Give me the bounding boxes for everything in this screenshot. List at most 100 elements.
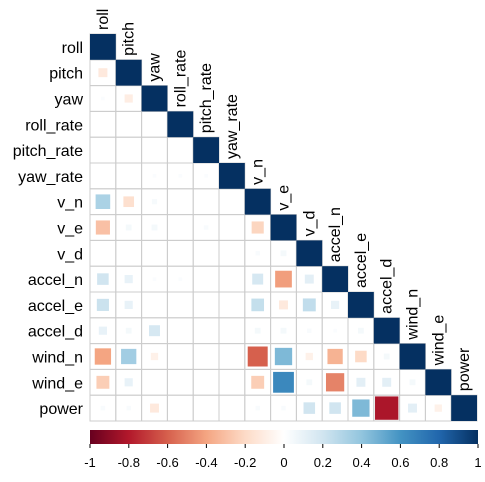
corr-square-wind_e-pitch — [124, 378, 133, 387]
corr-square-wind_e-accel_e — [356, 377, 366, 387]
corr-square-accel_d-accel_e — [358, 327, 364, 334]
column-label-accel_d: accel_d — [379, 259, 396, 314]
corr-square-wind_n-wind_n — [399, 343, 426, 370]
corr-square-power-roll_rate — [180, 407, 181, 409]
column-label-power: power — [456, 347, 473, 391]
row-label-power: power — [39, 401, 83, 418]
corr-square-power-yaw — [150, 403, 159, 413]
correlation-cells — [90, 34, 477, 421]
column-labels: roll pitch yaw roll_rate pitch_rate yaw_ratev… — [95, 9, 473, 392]
corr-square-wind_n-pitch — [121, 348, 137, 365]
colorbar-tick-label-6: 0.2 — [314, 455, 332, 470]
colorbar-tick-label-2: -0.6 — [156, 455, 178, 470]
corr-square-v_e-v_e — [270, 214, 297, 241]
corr-square-pitch_rate-yaw — [154, 149, 155, 151]
corr-square-v_n-pitch_rate — [205, 201, 207, 202]
corr-square-power-roll — [100, 405, 106, 411]
corr-square-v_e-yaw_rate — [231, 227, 233, 228]
corr-square-pitch_rate-pitch — [128, 149, 129, 151]
corr-square-wind_e-roll_rate — [180, 382, 181, 383]
corr-square-wind_e-wind_e — [425, 369, 452, 396]
corr-square-accel_d-yaw — [149, 325, 160, 337]
corr-square-accel_e-roll — [96, 298, 109, 311]
corr-square-wind_e-accel_d — [382, 377, 392, 387]
corr-square-wind_n-v_n — [247, 346, 268, 367]
corr-square-power-wind_n — [408, 403, 417, 413]
colorbar-tick-label-7: 0.4 — [353, 455, 371, 470]
corr-square-accel_e-roll_rate — [180, 304, 181, 306]
corr-square-power-accel_e — [352, 399, 370, 417]
corr-square-v_e-pitch — [125, 224, 132, 231]
row-label-v_n: v_n — [57, 195, 83, 212]
corr-square-accel_d-v_n — [254, 327, 261, 334]
corr-square-accel_e-yaw — [154, 304, 155, 306]
row-label-roll: roll — [62, 40, 83, 57]
corr-square-power-wind_e — [434, 404, 442, 412]
row-label-v_e: v_e — [57, 221, 83, 238]
corr-square-yaw_rate-roll_rate — [178, 174, 183, 178]
corr-square-wind_e-pitch_rate — [205, 382, 207, 383]
column-label-pitch: pitch — [121, 22, 138, 56]
corr-square-accel_d-pitch — [125, 327, 132, 334]
corr-square-roll_rate-roll — [102, 124, 104, 125]
corr-square-accel_d-accel_d — [373, 317, 400, 344]
corr-square-wind_n-pitch_rate — [205, 356, 207, 357]
corr-square-accel_e-pitch_rate — [205, 304, 207, 306]
row-label-v_d: v_d — [57, 246, 83, 263]
row-label-roll_rate: roll_rate — [25, 117, 83, 134]
corr-square-accel_e-pitch — [124, 300, 133, 309]
corr-square-yaw-yaw — [141, 85, 168, 112]
corr-square-wind_n-roll — [94, 348, 112, 365]
corr-square-wind_e-accel_n — [325, 373, 345, 392]
corr-square-yaw_rate-yaw — [152, 174, 157, 178]
corr-square-yaw-roll — [101, 96, 105, 101]
corr-square-yaw_rate-yaw_rate — [219, 163, 245, 189]
colorbar-tick-label-9: 0.8 — [430, 455, 448, 470]
corr-square-accel_e-yaw_rate — [231, 304, 233, 306]
corr-square-wind_n-v_e — [274, 347, 293, 366]
row-label-accel_n: accel_n — [28, 272, 83, 289]
corr-square-v_e-pitch_rate — [203, 225, 209, 230]
column-label-v_d: v_d — [301, 211, 318, 237]
colorbar — [90, 430, 478, 444]
corr-square-yaw_rate-pitch — [128, 175, 129, 177]
corr-square-accel_n-roll_rate — [178, 277, 183, 281]
corr-square-accel_n-accel_n — [322, 266, 348, 292]
corr-square-accel_n-pitch_rate — [205, 278, 207, 280]
corr-square-accel_d-accel_n — [333, 328, 337, 333]
corr-square-wind_e-v_n — [251, 375, 265, 389]
corr-square-wind_n-yaw_rate — [231, 356, 233, 357]
corr-square-wind_e-v_e — [273, 371, 294, 393]
corr-square-wind_n-accel_d — [383, 353, 390, 360]
corr-square-power-v_n — [255, 405, 260, 411]
corr-square-v_n-yaw_rate — [231, 201, 233, 202]
corr-square-v_d-yaw — [154, 253, 155, 254]
corr-square-yaw_rate-pitch_rate — [204, 174, 208, 178]
row-label-yaw_rate: yaw_rate — [18, 169, 83, 186]
column-label-roll: roll — [95, 9, 112, 30]
corr-square-v_e-v_n — [251, 221, 264, 234]
corr-square-wind_n-v_d — [305, 352, 313, 361]
corr-square-power-pitch_rate — [205, 407, 207, 409]
corr-square-accel_d-v_d — [307, 328, 312, 333]
corr-square-roll_rate-yaw — [154, 124, 155, 125]
column-label-yaw_rate: yaw_rate — [224, 94, 241, 159]
corr-square-pitch_rate-pitch_rate — [193, 137, 219, 163]
row-label-wind_n: wind_n — [31, 350, 83, 367]
corr-square-v_d-v_d — [296, 240, 323, 267]
corr-square-accel_n-v_n — [252, 273, 264, 285]
colorbar-tick-label-3: -0.4 — [195, 455, 217, 470]
row-label-accel_e: accel_e — [28, 298, 83, 315]
corr-square-accel_n-v_e — [275, 270, 292, 288]
corr-square-accel_d-roll — [98, 326, 107, 335]
row-labels: roll pitch yaw roll_rate pitch_rate yaw_ratev… — [13, 40, 84, 418]
corr-square-wind_n-accel_e — [355, 350, 367, 363]
corr-square-accel_e-v_e — [279, 300, 288, 310]
corr-square-wind_n-accel_n — [327, 348, 343, 365]
corr-square-accel_d-yaw_rate — [231, 330, 233, 331]
corr-square-power-v_d — [303, 402, 316, 414]
row-label-accel_d: accel_d — [28, 324, 83, 341]
corr-square-roll-roll — [90, 34, 116, 60]
column-label-roll_rate: roll_rate — [172, 49, 189, 107]
